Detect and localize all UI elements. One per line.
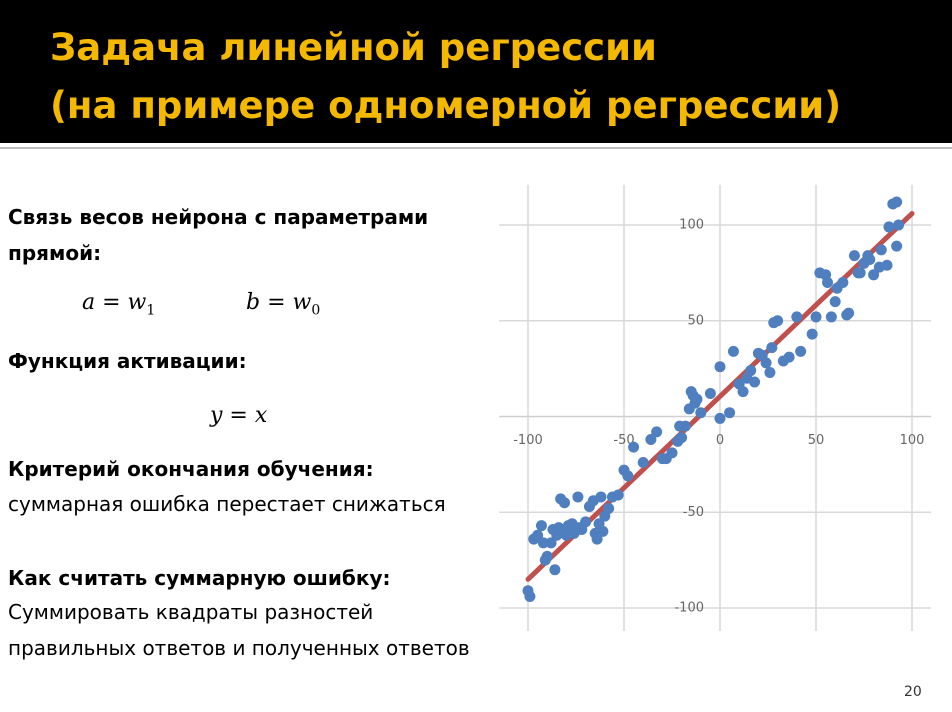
point: [524, 591, 536, 603]
heading: Как считать суммарную ошибку:: [8, 566, 391, 590]
point: [745, 365, 757, 377]
page-number: 20: [904, 684, 922, 700]
point: [622, 470, 634, 482]
point: [843, 307, 855, 319]
divider: [0, 147, 952, 149]
point: [541, 550, 553, 562]
point: [891, 196, 903, 208]
point: [822, 276, 834, 288]
y-tick-label: -50: [683, 505, 704, 520]
formula: b = w0: [246, 290, 320, 318]
point: [772, 315, 784, 327]
point: [595, 491, 607, 503]
trendline: [525, 211, 915, 582]
formula-subscript: 0: [311, 302, 321, 319]
point: [806, 328, 818, 340]
x-tick-label: 100: [900, 433, 925, 448]
point: [854, 267, 866, 279]
point: [795, 345, 807, 357]
point: [580, 516, 592, 528]
formula-subscript: 1: [146, 302, 156, 319]
point: [695, 407, 707, 419]
point: [891, 240, 903, 252]
point: [666, 447, 678, 459]
point: [864, 253, 876, 265]
point: [651, 426, 663, 438]
point: [727, 345, 739, 357]
point: [791, 311, 803, 323]
point: [724, 407, 736, 419]
y-tick-label: -100: [674, 601, 704, 616]
point: [737, 386, 749, 398]
formula: y = x: [210, 403, 268, 428]
point: [749, 376, 761, 388]
point: [766, 342, 778, 354]
point: [881, 259, 893, 271]
point: [883, 221, 895, 233]
point: [714, 412, 726, 424]
point: [893, 219, 905, 231]
point: [829, 296, 841, 308]
point: [549, 564, 561, 576]
point: [764, 366, 776, 378]
point: [837, 276, 849, 288]
point: [572, 491, 584, 503]
point: [760, 357, 772, 369]
point: [679, 420, 691, 432]
point: [676, 432, 688, 444]
point: [558, 497, 570, 509]
text: правильных ответов и полученных ответов: [8, 636, 470, 660]
point: [645, 433, 657, 445]
heading: Критерий окончания обучения:: [8, 457, 374, 481]
x-tick-label: 50: [808, 433, 825, 448]
point: [591, 533, 603, 545]
header: Задача линейной регрессии (на примере од…: [0, 0, 952, 143]
point: [603, 502, 615, 514]
point: [691, 393, 703, 405]
text: суммарная ошибка перестает снижаться: [8, 492, 446, 516]
point: [704, 388, 716, 400]
point: [545, 537, 557, 549]
point: [628, 441, 640, 453]
x-tick-label: 0: [716, 433, 724, 448]
formula-text: a = w: [82, 290, 147, 315]
point: [535, 520, 547, 532]
text: Суммировать квадраты разностей: [8, 600, 374, 624]
y-tick-label: 100: [679, 218, 704, 233]
formula: a = w1: [82, 290, 155, 318]
x-tick-label: -100: [513, 433, 543, 448]
point: [597, 525, 609, 537]
point: [532, 529, 544, 541]
point: [612, 489, 624, 501]
point: [848, 250, 860, 262]
heading: Функция активации:: [8, 349, 247, 373]
point: [637, 456, 649, 468]
y-tick-label: 50: [687, 313, 704, 328]
heading: прямой:: [8, 241, 102, 265]
title: (на примере одномерной регрессии): [50, 84, 842, 127]
point: [714, 361, 726, 373]
point: [875, 244, 887, 256]
title: Задача линейной регрессии: [50, 26, 657, 69]
point: [810, 311, 822, 323]
point: [868, 269, 880, 281]
formula-text: b = w: [246, 290, 312, 315]
point: [825, 311, 837, 323]
point: [537, 537, 549, 549]
heading: Связь весов нейрона с параметрами: [8, 205, 429, 229]
point: [783, 351, 795, 363]
